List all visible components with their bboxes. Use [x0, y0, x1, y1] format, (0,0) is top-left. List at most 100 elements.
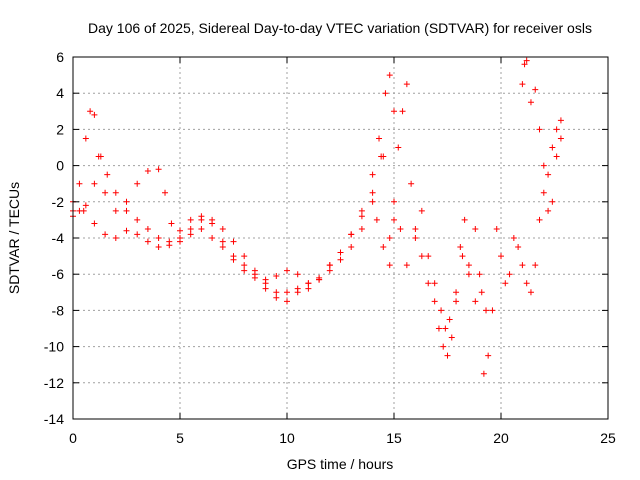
data-point [527, 99, 534, 106]
data-point [369, 171, 376, 178]
data-point [358, 213, 365, 220]
data-point [510, 235, 517, 241]
y-tick-label: 4 [56, 85, 64, 101]
data-point [337, 249, 344, 256]
y-tick-label: -14 [44, 411, 64, 427]
data-point [418, 253, 425, 260]
y-tick-label: -6 [52, 266, 65, 282]
data-point [284, 298, 290, 305]
data-point [549, 198, 556, 205]
data-point [386, 235, 393, 241]
data-point [545, 207, 552, 214]
data-point [435, 325, 442, 332]
data-point [187, 225, 194, 232]
data-point [273, 294, 280, 301]
data-point [262, 285, 269, 292]
data-point [549, 144, 556, 151]
data-point [480, 370, 487, 377]
data-point [155, 235, 162, 241]
data-point [483, 307, 490, 314]
data-point [540, 189, 547, 196]
data-point [438, 307, 445, 314]
data-point [284, 267, 290, 274]
data-point [545, 171, 552, 178]
data-point [403, 81, 410, 88]
data-point [442, 325, 449, 332]
data-point [102, 231, 109, 238]
data-point [472, 298, 479, 305]
data-point [241, 253, 248, 260]
data-point [91, 220, 98, 227]
data-point [440, 343, 447, 350]
data-point [532, 262, 539, 269]
data-point [155, 244, 162, 251]
data-point [76, 180, 83, 187]
data-point [369, 189, 376, 196]
series-track-d [373, 81, 472, 359]
y-tick-label: -2 [52, 194, 65, 210]
data-points [70, 57, 564, 377]
data-point [348, 244, 355, 251]
data-point [82, 135, 89, 142]
data-point [316, 276, 323, 283]
data-point [209, 216, 216, 223]
data-point [540, 162, 547, 169]
data-point [358, 207, 365, 214]
data-point [412, 235, 419, 241]
data-point [532, 86, 539, 93]
data-point [326, 262, 333, 269]
data-point [230, 253, 237, 260]
data-point [553, 153, 560, 160]
data-point [168, 220, 175, 227]
data-point [397, 225, 404, 232]
data-point [284, 289, 290, 296]
data-point [553, 126, 560, 133]
data-point [123, 198, 130, 205]
data-point [380, 244, 387, 251]
data-point [198, 216, 205, 223]
data-point [144, 168, 151, 175]
data-point [251, 267, 258, 274]
data-point [112, 235, 119, 241]
data-point [294, 289, 301, 296]
data-point [527, 289, 534, 296]
data-point [523, 280, 530, 287]
x-tick-label: 20 [493, 430, 509, 446]
data-point [177, 227, 183, 234]
data-point [519, 262, 526, 269]
data-point [448, 334, 455, 341]
data-point [187, 231, 194, 238]
y-tick-label: 6 [56, 49, 64, 65]
data-point [104, 171, 111, 178]
data-point [493, 225, 500, 232]
data-point [155, 166, 162, 173]
data-point [391, 198, 397, 205]
y-tick-label: -4 [52, 230, 65, 246]
x-tick-label: 25 [600, 430, 616, 446]
data-point [446, 316, 453, 323]
data-point [476, 271, 483, 278]
data-point [403, 262, 410, 269]
data-point [457, 244, 464, 251]
data-point [395, 144, 402, 151]
data-point [444, 352, 451, 359]
data-point [506, 271, 513, 278]
data-point [465, 262, 472, 269]
data-point [219, 244, 226, 251]
data-point [219, 225, 226, 232]
data-point [144, 238, 151, 245]
data-point [425, 280, 432, 287]
series-track-e [386, 207, 490, 332]
data-point [348, 231, 355, 238]
data-point [294, 271, 301, 278]
data-point [305, 285, 312, 292]
y-tick-label: -8 [52, 302, 65, 318]
x-tick-label: 5 [176, 430, 184, 446]
data-point [91, 180, 98, 187]
series-track-g [519, 57, 564, 214]
data-point [523, 57, 530, 64]
data-point [536, 216, 543, 223]
data-point [386, 262, 393, 269]
data-point [134, 180, 141, 187]
